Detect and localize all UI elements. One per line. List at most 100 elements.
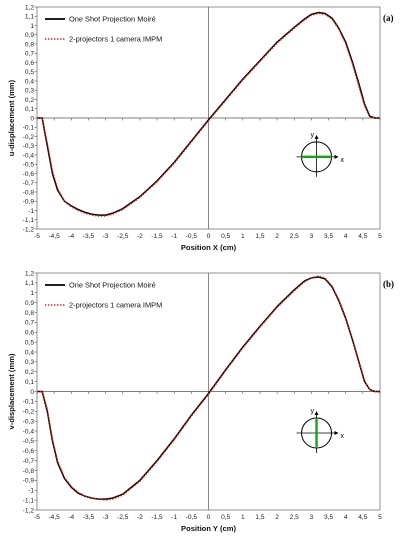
y-tick-label: -0,8 bbox=[23, 468, 35, 475]
x-tick-label: 2 bbox=[275, 514, 279, 521]
x-tick-label: -0,5 bbox=[186, 233, 198, 240]
x-tick-label: 2,5 bbox=[290, 233, 299, 240]
x-tick-label: -2,5 bbox=[117, 514, 129, 521]
x-tick-label: -4 bbox=[68, 514, 74, 521]
x-tick-label: -4,5 bbox=[48, 514, 60, 521]
x-tick-label: -0,5 bbox=[186, 514, 198, 521]
x-axis-label: Position X (cm) bbox=[181, 243, 237, 252]
inset-diagram: xy bbox=[296, 408, 345, 453]
x-tick-label: 3,5 bbox=[324, 514, 333, 521]
x-tick-label: 3 bbox=[310, 233, 314, 240]
x-tick-label: -4 bbox=[68, 233, 74, 240]
legend-label-1: One Shot Projection Moiré bbox=[69, 281, 156, 290]
y-tick-label: -0,9 bbox=[23, 199, 35, 206]
y-tick-label: 0,4 bbox=[25, 78, 34, 85]
x-tick-label: 0,5 bbox=[221, 514, 230, 521]
y-tick-label: -0,7 bbox=[23, 180, 35, 187]
x-tick-label: 3 bbox=[310, 514, 314, 521]
y-tick-label: 0,5 bbox=[25, 339, 34, 346]
inset-y-arrow-icon bbox=[314, 134, 319, 139]
x-tick-label: 2,5 bbox=[290, 514, 299, 521]
y-tick-label: -0,4 bbox=[23, 428, 35, 435]
y-tick-label: 1,2 bbox=[25, 4, 34, 11]
inset-x-arrow-icon bbox=[334, 430, 339, 435]
y-tick-label: 0,6 bbox=[25, 60, 34, 67]
inset-x-arrow-icon bbox=[334, 154, 339, 159]
x-tick-label: 3,5 bbox=[324, 233, 333, 240]
x-tick-label: 5 bbox=[378, 233, 382, 240]
y-tick-label: 0,7 bbox=[25, 51, 34, 58]
y-tick-label: 1,1 bbox=[25, 280, 34, 287]
x-tick-label: -5 bbox=[34, 514, 40, 521]
y-tick-label: 0 bbox=[30, 389, 34, 396]
y-axis-label: u-displacement (mm) bbox=[7, 79, 16, 156]
y-tick-label: -1 bbox=[28, 488, 34, 495]
y-tick-label: 1,1 bbox=[25, 14, 34, 21]
inset-x-label: x bbox=[341, 157, 345, 164]
x-tick-label: 1,5 bbox=[255, 514, 264, 521]
y-tick-label: 0,4 bbox=[25, 349, 34, 356]
inset-y-label: y bbox=[311, 408, 315, 415]
x-tick-label: 4 bbox=[344, 514, 348, 521]
y-tick-label: -1 bbox=[28, 208, 34, 215]
series-line-2 bbox=[37, 12, 380, 217]
y-tick-label: -0,6 bbox=[23, 448, 35, 455]
y-tick-label: -0,3 bbox=[23, 143, 35, 150]
x-tick-label: -2 bbox=[137, 514, 143, 521]
y-tick-label: -0,1 bbox=[23, 399, 35, 406]
x-tick-label: -3,5 bbox=[83, 233, 95, 240]
inset-diagram: xy bbox=[296, 132, 345, 177]
y-tick-label: 0,3 bbox=[25, 359, 34, 366]
x-tick-label: 1 bbox=[241, 514, 245, 521]
y-tick-label: -0,1 bbox=[23, 125, 35, 132]
x-tick-label: -3,5 bbox=[83, 514, 95, 521]
y-tick-label: 0,9 bbox=[25, 32, 34, 39]
x-tick-label: -1 bbox=[171, 233, 177, 240]
y-tick-label: 0,3 bbox=[25, 88, 34, 95]
inset-y-label: y bbox=[311, 132, 315, 139]
legend-label-2: 2-projectors 1 camera IMPM bbox=[69, 35, 162, 44]
y-tick-label: 1 bbox=[30, 290, 34, 297]
legend-label-2: 2-projectors 1 camera IMPM bbox=[69, 301, 162, 310]
y-tick-label: 0,8 bbox=[25, 41, 34, 48]
y-tick-label: 0,2 bbox=[25, 97, 34, 104]
x-tick-label: -1,5 bbox=[151, 514, 163, 521]
y-tick-label: -1,1 bbox=[23, 217, 35, 224]
y-tick-label: -1,1 bbox=[23, 497, 35, 504]
y-tick-label: -1,2 bbox=[23, 507, 35, 514]
chart-panel-b: -5 -4,5 -4 -3,5 -3 -2,5 -2 -1,5 -1 -0,5 0 0,5 1 1,5 2 2… bbox=[7, 270, 394, 533]
y-tick-label: -0,9 bbox=[23, 478, 35, 485]
y-tick-label: 0,1 bbox=[25, 106, 34, 113]
y-tick-label: -0,5 bbox=[23, 438, 35, 445]
y-tick-label: -0,5 bbox=[23, 162, 35, 169]
x-tick-label: 4 bbox=[344, 233, 348, 240]
x-tick-label: -3 bbox=[103, 514, 109, 521]
y-tick-label: 0,6 bbox=[25, 330, 34, 337]
y-tick-label: -0,6 bbox=[23, 171, 35, 178]
x-tick-label: 4,5 bbox=[358, 233, 367, 240]
x-tick-label: 0 bbox=[207, 514, 211, 521]
x-tick-label: 5 bbox=[378, 514, 382, 521]
y-tick-label: -0,2 bbox=[23, 134, 35, 141]
chart-panel-a: -5 -4,5 -4 -3,5 -3 -2,5 -2 -1,5 -1 -0,5 0 0,5 1 1,5 2 2… bbox=[7, 4, 394, 252]
x-tick-label: 1,5 bbox=[255, 233, 264, 240]
x-axis-label: Position Y (cm) bbox=[181, 524, 236, 533]
x-tick-label: -2,5 bbox=[117, 233, 129, 240]
x-tick-label: -2 bbox=[137, 233, 143, 240]
y-tick-label: -0,3 bbox=[23, 418, 35, 425]
inset-y-arrow-icon bbox=[314, 410, 319, 415]
x-tick-label: 0 bbox=[207, 233, 211, 240]
x-tick-label: -1,5 bbox=[151, 233, 163, 240]
x-tick-label: 4,5 bbox=[358, 514, 367, 521]
y-tick-label: 1,2 bbox=[25, 270, 34, 277]
y-tick-label: 0,8 bbox=[25, 310, 34, 317]
panel-label: (a) bbox=[383, 13, 394, 23]
inset-x-label: x bbox=[341, 433, 345, 440]
x-tick-label: -4,5 bbox=[48, 233, 60, 240]
y-tick-label: 0,9 bbox=[25, 300, 34, 307]
x-tick-label: -3 bbox=[103, 233, 109, 240]
x-tick-label: 1 bbox=[241, 233, 245, 240]
y-tick-label: 1 bbox=[30, 23, 34, 30]
y-tick-label: 0 bbox=[30, 115, 34, 122]
